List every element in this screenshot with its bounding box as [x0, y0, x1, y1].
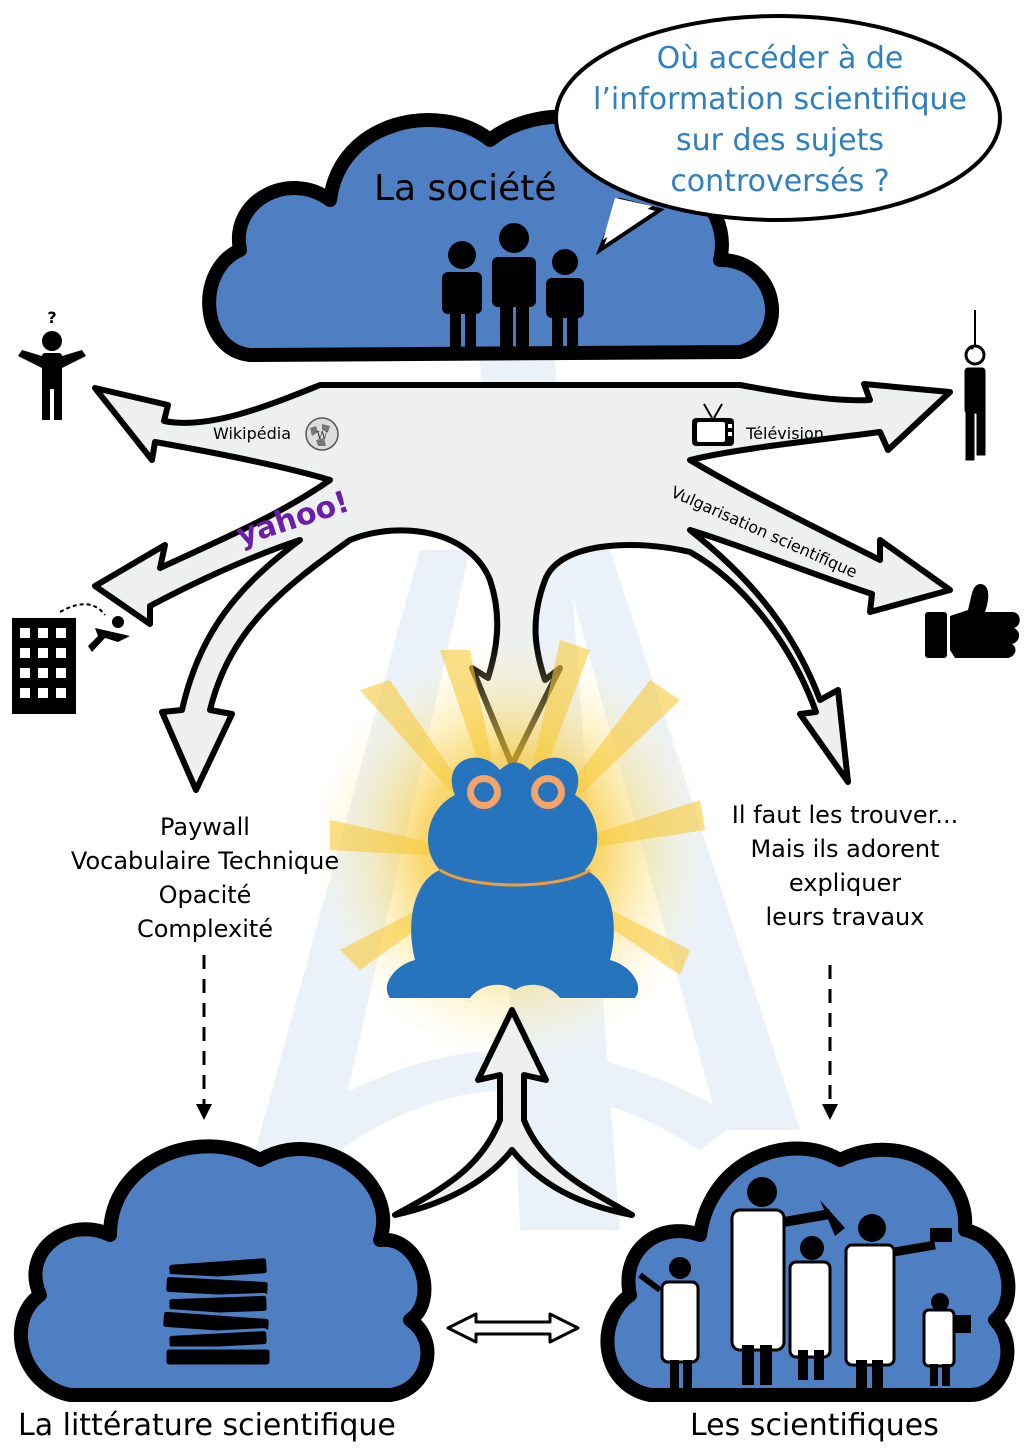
svg-text:W: W — [316, 429, 328, 442]
frog-mascot-icon — [386, 757, 639, 998]
question-line: l’information scientifique — [593, 82, 967, 117]
note-line: leurs travaux — [765, 903, 925, 931]
note-line: expliquer — [788, 869, 902, 897]
question-mark: ? — [47, 308, 56, 327]
question-text: Où accéder à de l’information scientifiq… — [560, 38, 1000, 202]
literature-label: La littérature scientifique — [18, 1408, 396, 1443]
speech-bubble — [554, 14, 1002, 256]
family-icon — [442, 223, 584, 359]
thumbs-up-icon — [925, 584, 1020, 658]
channel-television: Télévision — [745, 424, 824, 443]
obstacle-item: Opacité — [158, 881, 252, 909]
question-line: controversés ? — [670, 164, 890, 199]
scientists-note: Il faut les trouver... Mais ils adorent … — [700, 798, 990, 934]
channel-wikipedia: Wikipédia — [213, 424, 291, 443]
wikipedia-globe-icon: W — [305, 417, 339, 451]
dashed-arrow-literature — [196, 955, 212, 1120]
dashed-arrow-scientists — [822, 965, 838, 1120]
falling-building-icon — [12, 603, 130, 714]
books-stack-icon — [160, 1255, 273, 1368]
society-label: La société — [374, 168, 557, 209]
feedback-arrow — [392, 1007, 635, 1218]
obstacle-item: Vocabulaire Technique — [70, 847, 340, 875]
note-line: Il faut les trouver... — [731, 801, 959, 829]
scientists-label: Les scientifiques — [690, 1408, 939, 1443]
hanged-person-icon — [964, 310, 986, 461]
question-line: sur des sujets — [675, 123, 884, 158]
question-line: Où accéder à de — [656, 41, 904, 76]
television-icon — [692, 403, 734, 446]
obstacle-item: Complexité — [136, 915, 274, 943]
note-line: Mais ils adorent — [750, 835, 940, 863]
confused-person-icon — [18, 331, 86, 420]
scientists-group-icon — [638, 1177, 971, 1388]
obstacles-list: Paywall Vocabulaire Technique Opacité Co… — [40, 810, 370, 946]
double-arrow — [446, 1312, 580, 1344]
obstacle-item: Paywall — [160, 813, 250, 841]
